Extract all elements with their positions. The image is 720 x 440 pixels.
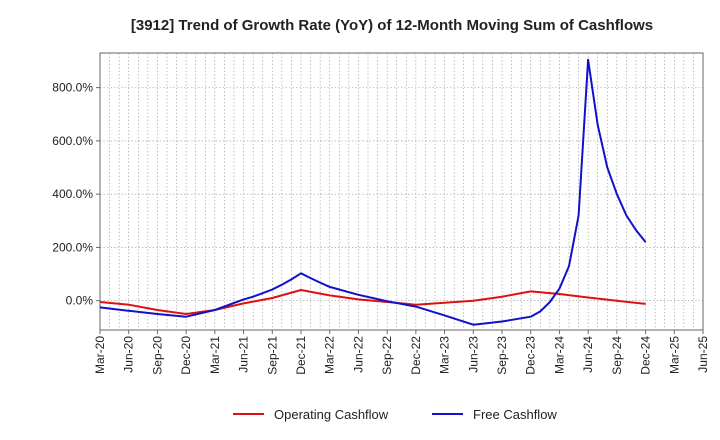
x-tick-label: Dec-20 (179, 336, 193, 375)
x-tick-label: Dec-24 (639, 336, 653, 375)
x-tick-label: Mar-23 (438, 336, 452, 374)
x-axis: Mar-20 Jun-20 Sep-20 Dec-20 Mar-21 Jun-21 Sep-… (93, 330, 710, 375)
x-tick-label: Dec-21 (294, 336, 308, 375)
x-tick-label: Mar-24 (552, 336, 566, 374)
series-line-free-cashflow (99, 58, 647, 326)
x-tick-label: Jun-25 (696, 336, 710, 373)
series-line-operating-cashflow (99, 289, 646, 315)
x-tick-label: Sep-21 (265, 336, 279, 375)
legend-label-operating-cashflow: Operating Cashflow (274, 407, 389, 422)
x-tick-label: Sep-20 (150, 336, 164, 375)
x-tick-label: Jun-23 (466, 336, 480, 373)
x-tick-label: Jun-21 (237, 336, 251, 373)
x-tick-label: Mar-20 (93, 336, 107, 374)
x-tick-label: Dec-22 (409, 336, 423, 375)
y-tick-label: 600.0% (52, 134, 93, 148)
x-tick-label: Jun-22 (351, 336, 365, 373)
x-tick-label: Mar-21 (208, 336, 222, 374)
x-tick-label: Jun-20 (122, 336, 136, 373)
y-tick-label: 0.0% (66, 294, 94, 308)
series-layer (99, 58, 647, 326)
y-tick-label: 400.0% (52, 187, 93, 201)
y-tick-label: 200.0% (52, 240, 93, 254)
x-tick-label: Sep-23 (495, 336, 509, 375)
y-tick-label: 800.0% (52, 81, 93, 95)
x-tick-label: Dec-23 (524, 336, 538, 375)
legend-label-free-cashflow: Free Cashflow (473, 407, 557, 422)
x-tick-label: Mar-22 (323, 336, 337, 374)
legend: Operating Cashflow Free Cashflow (233, 407, 557, 422)
y-axis: 0.0% 200.0% 400.0% 600.0% 800.0% (52, 81, 100, 308)
x-tick-label: Mar-25 (667, 336, 681, 374)
x-tick-label: Sep-22 (380, 336, 394, 375)
chart-title: [3912] Trend of Growth Rate (YoY) of 12-… (131, 17, 653, 34)
x-tick-label: Jun-24 (581, 336, 595, 373)
grid (100, 53, 703, 330)
x-tick-label: Sep-24 (610, 336, 624, 375)
plot-area (99, 52, 704, 331)
